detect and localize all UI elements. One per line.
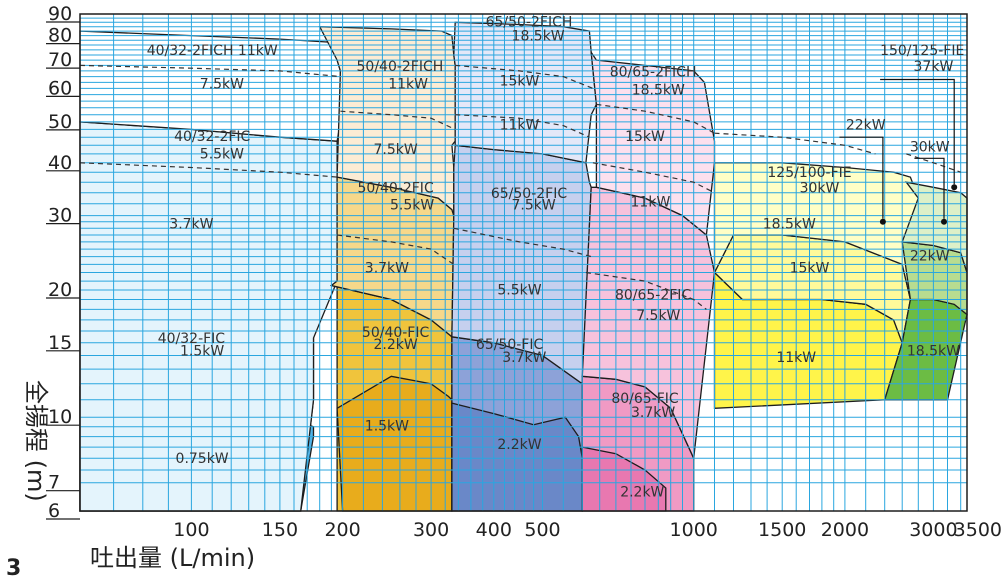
region-label: 2.2kW bbox=[497, 437, 541, 453]
power-curve-3 bbox=[337, 234, 455, 265]
region-label: 80/65-2FICH bbox=[610, 65, 697, 81]
x-tick-400: 400 bbox=[476, 519, 512, 541]
x-axis-label: 吐出量 (L/min) bbox=[90, 544, 255, 572]
power-curve-11 bbox=[906, 153, 961, 173]
region-label: 50/40-2FICH bbox=[357, 59, 444, 75]
y-tick-50: 50 bbox=[48, 111, 72, 133]
region-label: 3.7kW bbox=[169, 216, 213, 232]
region-label: 40/32-2FICH 11kW bbox=[147, 43, 278, 59]
region-label: 65/50-FIC bbox=[476, 337, 544, 353]
x-tick-150: 150 bbox=[262, 519, 298, 541]
x-tick-300: 300 bbox=[413, 519, 449, 541]
region-label: 11kW bbox=[500, 117, 540, 133]
region-label: 18.5kW bbox=[512, 28, 565, 44]
region-label: 5.5kW bbox=[497, 283, 541, 299]
y-tick-30: 30 bbox=[48, 205, 72, 227]
region-label: 1.5kW bbox=[180, 344, 224, 360]
region-label: 65/50-2FICH bbox=[486, 15, 573, 31]
region-label: 5.5kW bbox=[390, 198, 434, 214]
x-tick-3000: 3000 bbox=[909, 519, 957, 541]
region-label: 30kW bbox=[910, 140, 950, 156]
region-label: 125/100-FIE bbox=[767, 165, 851, 181]
region-label: 18.5kW bbox=[907, 344, 960, 360]
region-label: 0.75kW bbox=[176, 451, 229, 467]
y-tick-15: 15 bbox=[48, 332, 72, 354]
region-label: 15kW bbox=[790, 261, 830, 277]
power-curve-0 bbox=[79, 64, 341, 78]
region-label: 50/40-FIC bbox=[362, 325, 430, 341]
y-tick-90: 90 bbox=[48, 3, 72, 25]
region-label: 15kW bbox=[625, 129, 665, 145]
page-number: 3 bbox=[6, 556, 21, 579]
x-tick-1500: 1500 bbox=[758, 519, 806, 541]
region-label: 50/40-2FIC bbox=[357, 181, 433, 197]
region-label: 18.5kW bbox=[632, 83, 685, 99]
leader-dot-1 bbox=[941, 218, 947, 225]
x-tick-1000: 1000 bbox=[670, 519, 718, 541]
performance-regions bbox=[79, 21, 968, 512]
y-tick-60: 60 bbox=[48, 77, 72, 99]
grid-lines bbox=[80, 14, 967, 511]
power-curve-10 bbox=[714, 132, 876, 155]
region-label: 65/50-2FIC bbox=[491, 186, 567, 202]
region-label: 7.5kW bbox=[636, 308, 680, 324]
region-label: 11kW bbox=[631, 195, 671, 211]
leader-lines bbox=[839, 78, 958, 225]
region-label: 40/32-FIC bbox=[158, 331, 226, 347]
y-axis-label: 全揚程 (m) bbox=[22, 380, 50, 502]
region-11 bbox=[453, 21, 598, 164]
region-label: 7.5kW bbox=[200, 76, 244, 92]
region-label: 7.5kW bbox=[511, 198, 555, 214]
region-label: 11kW bbox=[388, 76, 428, 92]
region-label: 3.7kW bbox=[365, 261, 409, 277]
region-label: 150/125-FIE bbox=[880, 43, 964, 59]
region-label: 37kW bbox=[914, 59, 954, 75]
region-label: 11kW bbox=[776, 350, 816, 366]
x-tick-2000: 2000 bbox=[821, 519, 869, 541]
y-tick-80: 80 bbox=[48, 25, 72, 47]
region-label: 22kW bbox=[910, 248, 950, 264]
region-labels: 40/32-2FICH 11kW7.5kW40/32-2FIC5.5kW3.7k… bbox=[147, 15, 965, 501]
y-tick-10: 10 bbox=[48, 406, 72, 428]
region-label: 80/65-FIC bbox=[611, 391, 679, 407]
region-label: 18.5kW bbox=[763, 216, 816, 232]
leader-line-1 bbox=[914, 157, 945, 219]
power-curve-1 bbox=[79, 162, 338, 178]
y-tick-40: 40 bbox=[48, 152, 72, 174]
region-label: 2.2kW bbox=[373, 337, 417, 353]
power-curve-9 bbox=[585, 271, 707, 310]
y-tick-7: 7 bbox=[48, 472, 60, 494]
x-tick-100: 100 bbox=[173, 519, 209, 541]
region-label: 3.7kW bbox=[502, 350, 546, 366]
plot-frame bbox=[79, 13, 968, 512]
region-label: 30kW bbox=[800, 181, 840, 197]
y-tick-6: 6 bbox=[48, 500, 60, 522]
leader-line-0 bbox=[839, 136, 884, 219]
x-tick-500: 500 bbox=[524, 519, 560, 541]
region-label: 5.5kW bbox=[200, 146, 244, 162]
region-label: 40/32-2FIC bbox=[174, 129, 250, 145]
power-curve-7 bbox=[596, 103, 715, 134]
region-label: 1.5kW bbox=[365, 419, 409, 435]
y-tick-70: 70 bbox=[48, 49, 72, 71]
leader-dot-0 bbox=[879, 218, 886, 225]
leader-line-2 bbox=[880, 78, 955, 185]
leader-dot-2 bbox=[951, 184, 958, 191]
region-label: 80/65-2FIC bbox=[615, 288, 691, 304]
x-tick-200: 200 bbox=[324, 519, 360, 541]
region-label: 15kW bbox=[500, 73, 540, 89]
region-label: 2.2kW bbox=[620, 484, 664, 500]
region-label: 7.5kW bbox=[373, 142, 417, 158]
power-curves bbox=[79, 64, 961, 310]
region-label: 22kW bbox=[846, 117, 886, 133]
x-tick-3500: 3500 bbox=[954, 519, 1002, 541]
y-tick-20: 20 bbox=[48, 279, 72, 301]
region-label: 3.7kW bbox=[631, 405, 675, 421]
